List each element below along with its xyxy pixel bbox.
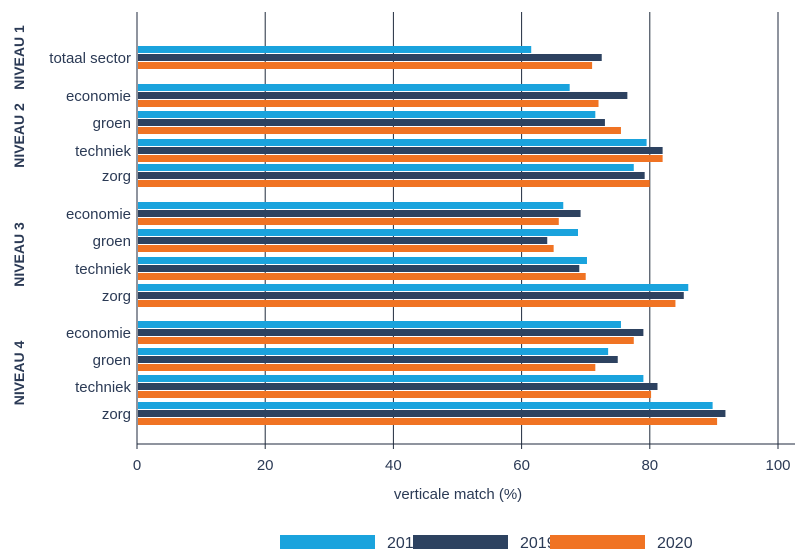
x-tick-label: 100 — [765, 457, 790, 474]
bar-2019 — [138, 210, 581, 217]
category-label: zorg — [102, 406, 131, 423]
group-label: NIVEAU 1 — [11, 25, 27, 90]
bar-2019 — [138, 410, 726, 417]
bar-2018 — [138, 202, 564, 209]
bar-2018 — [138, 402, 713, 409]
bar-2020 — [138, 62, 593, 69]
bar-2019 — [138, 119, 605, 126]
bar-2019 — [138, 356, 618, 363]
bar-2018 — [138, 84, 570, 91]
bar-2020 — [138, 273, 586, 280]
bar-2018 — [138, 375, 644, 382]
bar-2019 — [138, 147, 663, 154]
bar-2018 — [138, 46, 532, 53]
bar-2018 — [138, 348, 609, 355]
bar-2018 — [138, 139, 647, 146]
bar-2019 — [138, 237, 548, 244]
legend-label: 2020 — [657, 535, 693, 552]
bar-2018 — [138, 111, 596, 118]
bar-2020 — [138, 218, 559, 225]
labels: 0 20 40 60 80 100 totaal sector economie groen te… — [11, 25, 791, 474]
bar-2019 — [138, 383, 658, 390]
category-label: zorg — [102, 288, 131, 305]
bar-2020 — [138, 337, 634, 344]
legend: 2018 2019 2020 — [280, 535, 693, 552]
legend-swatch-2018 — [280, 535, 375, 549]
group-label: NIVEAU 2 — [11, 103, 27, 168]
category-label: groen — [93, 233, 131, 250]
bar-2019 — [138, 265, 580, 272]
group-label: NIVEAU 3 — [11, 222, 27, 287]
bar-2020 — [138, 155, 663, 162]
x-axis-title: verticale match (%) — [394, 486, 522, 503]
bar-2020 — [138, 418, 718, 425]
bar-2020 — [138, 391, 652, 398]
category-label: groen — [93, 115, 131, 132]
category-label: economie — [66, 206, 131, 223]
category-label: zorg — [102, 168, 131, 185]
bar-2019 — [138, 54, 602, 61]
bar-2020 — [138, 180, 650, 187]
category-label: techniek — [75, 261, 131, 278]
category-label: techniek — [75, 379, 131, 396]
category-label: groen — [93, 352, 131, 369]
bar-2018 — [138, 257, 587, 264]
bar-2020 — [138, 245, 554, 252]
category-label: economie — [66, 88, 131, 105]
category-label: totaal sector — [49, 50, 131, 67]
category-label: techniek — [75, 143, 131, 160]
legend-swatch-2020 — [550, 535, 645, 549]
bar-2020 — [138, 300, 676, 307]
bar-2019 — [138, 292, 684, 299]
bar-2018 — [138, 164, 634, 171]
bar-2020 — [138, 100, 599, 107]
x-tick-label: 60 — [513, 457, 530, 474]
bar-2019 — [138, 172, 645, 179]
axes — [136, 12, 795, 449]
x-tick-label: 40 — [385, 457, 402, 474]
bar-2020 — [138, 364, 596, 371]
bar-2018 — [138, 284, 689, 291]
bar-2018 — [138, 321, 621, 328]
legend-label: 2019 — [520, 535, 556, 552]
bar-2019 — [138, 329, 644, 336]
category-label: economie — [66, 325, 131, 342]
group-label: NIVEAU 4 — [11, 341, 27, 406]
legend-swatch-2019 — [413, 535, 508, 549]
x-tick-label: 80 — [641, 457, 658, 474]
bar-2019 — [138, 92, 628, 99]
x-tick-label: 0 — [133, 457, 141, 474]
bars — [138, 46, 726, 425]
x-tick-label: 20 — [257, 457, 274, 474]
bar-2018 — [138, 229, 579, 236]
bar-2020 — [138, 127, 621, 134]
